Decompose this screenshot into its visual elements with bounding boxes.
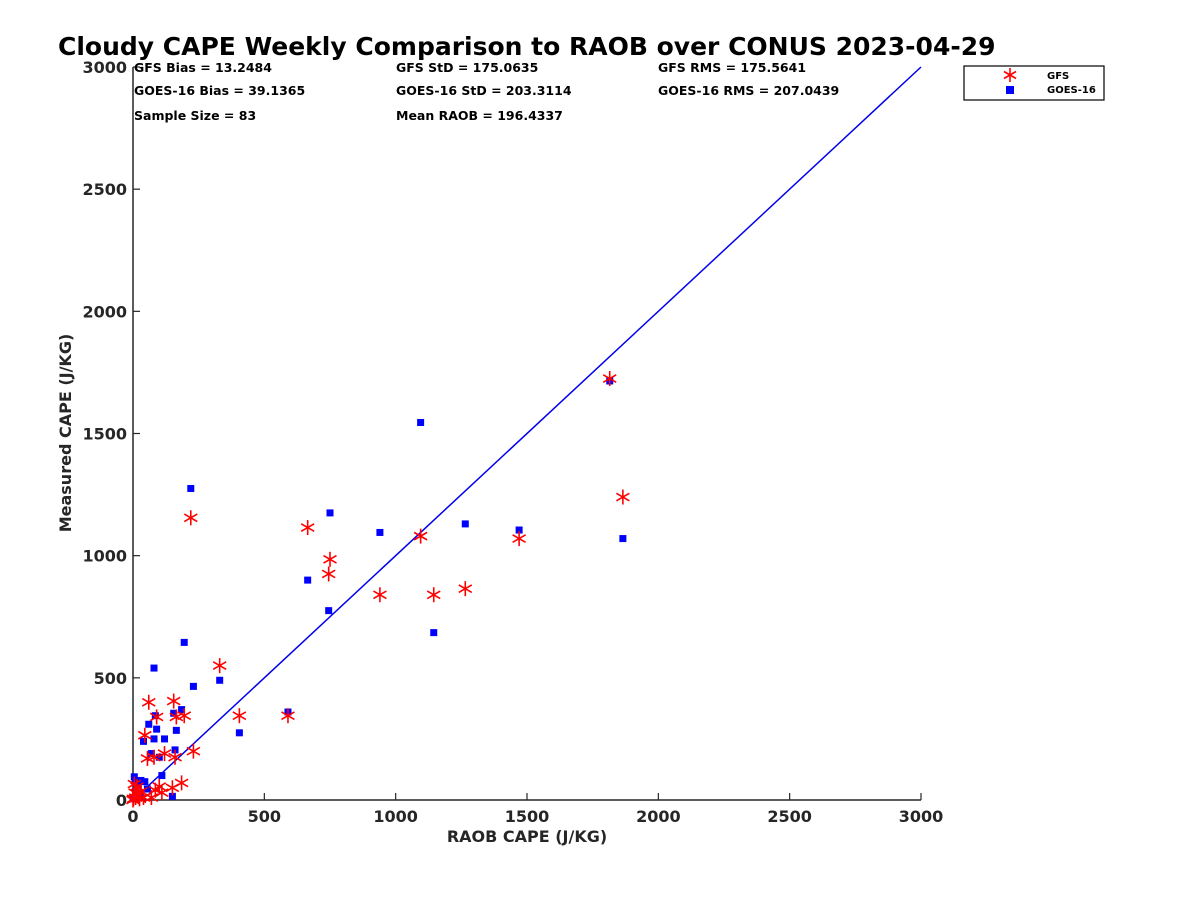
- gfs-point: [169, 709, 184, 725]
- gfs-point: [615, 489, 630, 505]
- gfs-point: [168, 749, 182, 765]
- goes-16-point: [150, 664, 158, 672]
- gfs-point: [373, 587, 387, 603]
- goes-16-point: [417, 419, 425, 427]
- gfs-point: [323, 551, 337, 567]
- chart-title: Cloudy CAPE Weekly Comparison to RAOB ov…: [58, 32, 996, 61]
- goes-16-point: [187, 484, 195, 492]
- x-axis-label: RAOB CAPE (J/KG): [447, 827, 607, 846]
- gfs-point: [183, 510, 198, 526]
- y-tick-label: 500: [94, 669, 127, 688]
- gfs-point: [300, 520, 315, 536]
- y-axis-label: Measured CAPE (J/KG): [56, 334, 75, 533]
- stat-text: GFS Bias = 13.2484: [134, 60, 272, 75]
- goes-16-point: [150, 735, 158, 743]
- gfs-point: [281, 708, 295, 724]
- gfs-point: [413, 528, 428, 544]
- one-to-one-reference-line: [132, 66, 922, 801]
- x-tick-label: 0: [127, 807, 138, 826]
- goes-16-point: [430, 629, 438, 637]
- goes-16-point: [141, 778, 149, 786]
- gfs-point: [174, 775, 189, 791]
- goes-16-point: [326, 509, 334, 517]
- gfs-point: [157, 746, 172, 762]
- stat-text: GFS RMS = 175.5641: [658, 60, 806, 75]
- goes-16-point: [147, 750, 155, 758]
- stat-text: Sample Size = 83: [134, 108, 256, 123]
- goes-16-point: [168, 792, 176, 800]
- gfs-point: [458, 581, 473, 597]
- goes-16-point: [170, 709, 178, 717]
- x-tick-label: 1500: [505, 807, 550, 826]
- y-tick-label: 2000: [82, 302, 127, 321]
- legend: GFS GOES-16: [963, 65, 1105, 101]
- y-tick-label: 2500: [82, 180, 127, 199]
- legend-goes-16-label: GOES-16: [1047, 85, 1096, 96]
- goes-16-point: [178, 706, 186, 714]
- x-tick-label: 500: [248, 807, 281, 826]
- y-tick-label: 3000: [82, 58, 127, 77]
- goes-16-point: [161, 735, 169, 743]
- gfs-point: [321, 566, 336, 582]
- gfs-point: [140, 750, 155, 766]
- stat-text: GOES-16 StD = 203.3114: [396, 83, 572, 98]
- y-tick-label: 1500: [82, 425, 127, 444]
- goes-16-point: [216, 676, 224, 684]
- goes-16-point: [304, 576, 312, 584]
- goes-16-point: [153, 725, 161, 733]
- gfs-point: [426, 587, 441, 603]
- gfs-point: [512, 531, 527, 547]
- goes-16-point: [235, 729, 243, 737]
- series-goes-16: [129, 377, 627, 803]
- x-tick-label: 3000: [899, 807, 944, 826]
- x-tick-label: 2500: [767, 807, 812, 826]
- goes-16-point: [140, 737, 148, 745]
- legend-box: [963, 65, 1105, 101]
- gfs-point: [149, 709, 164, 725]
- legend-goes-16-marker: [1006, 86, 1014, 94]
- goes-16-point: [461, 520, 469, 528]
- goes-16-point: [180, 638, 188, 646]
- goes-16-point: [515, 526, 523, 534]
- stat-text: GOES-16 RMS = 207.0439: [658, 83, 839, 98]
- gfs-point: [165, 780, 180, 796]
- x-tick-label: 1000: [373, 807, 418, 826]
- y-tick-label: 0: [116, 791, 127, 810]
- gfs-point: [212, 658, 227, 674]
- legend-gfs-asterisk: [1003, 68, 1017, 82]
- gfs-point: [186, 743, 201, 759]
- goes-16-point: [619, 535, 627, 543]
- gfs-point: [232, 708, 247, 724]
- stat-text: Mean RAOB = 196.4337: [396, 108, 563, 123]
- series-gfs: [126, 371, 630, 808]
- goes-16-point: [137, 776, 145, 784]
- stat-text: GOES-16 Bias = 39.1365: [134, 83, 305, 98]
- x-tick-label: 2000: [636, 807, 681, 826]
- goes-16-point: [143, 785, 151, 793]
- goes-16-point: [158, 772, 166, 780]
- legend-gfs-label: GFS: [1047, 71, 1069, 82]
- gfs-point: [127, 776, 142, 792]
- goes-16-point: [145, 720, 153, 728]
- goes-16-point: [189, 682, 197, 690]
- gfs-point: [126, 792, 140, 808]
- gfs-point: [602, 371, 617, 387]
- gfs-point: [141, 694, 156, 710]
- axis-ticks: 0 500 1000 1500 2000 2500 3000 0 500 1000 1500 2000…: [82, 58, 943, 826]
- goes-16-point: [376, 528, 384, 536]
- gfs-point: [137, 727, 152, 743]
- goes-16-point: [172, 726, 180, 734]
- statistics-block: GFS Bias = 13.2484 GFS StD = 175.0635 GFS …: [134, 60, 839, 123]
- legend-gfs-marker: [1003, 68, 1017, 82]
- stat-text: GFS StD = 175.0635: [396, 60, 538, 75]
- goes-16-point: [325, 607, 333, 615]
- gfs-point: [166, 693, 181, 709]
- y-tick-label: 1000: [82, 547, 127, 566]
